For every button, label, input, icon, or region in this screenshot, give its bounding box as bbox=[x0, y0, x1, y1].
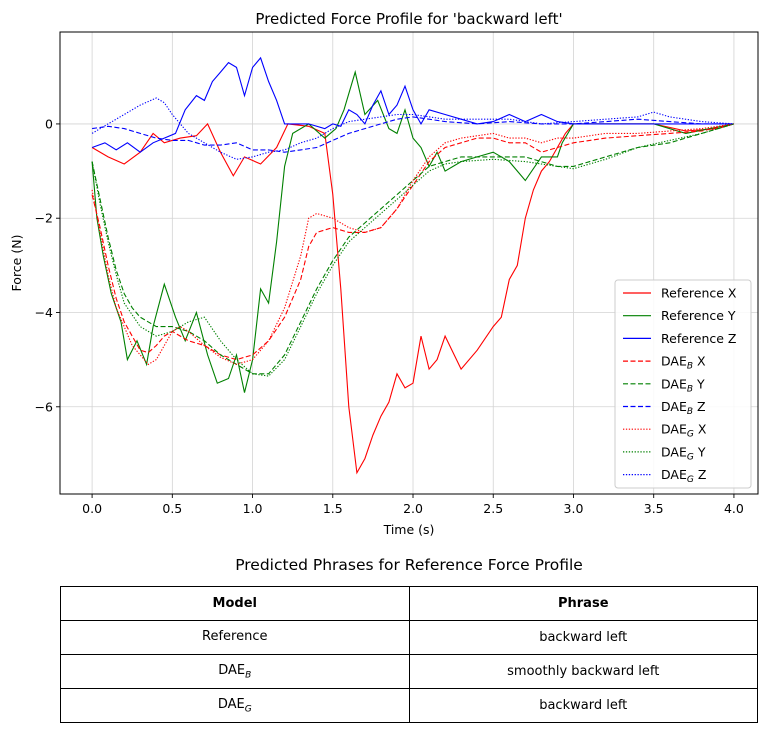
y-tick-label: −6 bbox=[35, 399, 53, 414]
y-tick-label: 0 bbox=[45, 116, 53, 131]
y-ticks: −6 −4 −2 0 bbox=[35, 116, 60, 414]
legend-label: Reference Z bbox=[661, 331, 737, 346]
phrases-table: Model Phrase Reference backward left DAE… bbox=[60, 586, 758, 723]
header-model: Model bbox=[60, 586, 410, 621]
series-line-reference-x bbox=[91, 122, 735, 475]
table-title: Predicted Phrases for Reference Force Pr… bbox=[235, 556, 583, 574]
phrase-cell: backward left bbox=[408, 620, 758, 655]
header-phrase: Phrase bbox=[408, 586, 758, 621]
legend-label: DAEB X bbox=[661, 354, 706, 372]
x-tick-label: 3.5 bbox=[644, 501, 664, 516]
series-line-dae-g-y bbox=[91, 123, 735, 377]
legend-box bbox=[614, 279, 752, 489]
x-tick-label: 0.0 bbox=[82, 501, 102, 516]
series-line-dae-b-z bbox=[92, 116, 734, 153]
legend: Reference X Reference Y Reference Z DAEB X D… bbox=[614, 279, 752, 489]
x-ticks: 0.0 0.5 1.0 1.5 2.0 2.5 3.0 3.5 4.0 bbox=[82, 494, 744, 516]
x-tick-label: 1.5 bbox=[323, 501, 343, 516]
model-cell: DAEB bbox=[60, 654, 410, 689]
table-row: DAEG backward left bbox=[60, 688, 758, 723]
y-axis-label: Force (N) bbox=[9, 235, 24, 292]
force-profile-chart: Predicted Force Profile for 'backward le… bbox=[9, 10, 759, 537]
legend-label: DAEB Y bbox=[661, 376, 705, 394]
series-line-reference-y bbox=[91, 69, 735, 393]
x-tick-label: 1.0 bbox=[243, 501, 263, 516]
model-cell: Reference bbox=[60, 620, 410, 655]
series-line-dae-g-z bbox=[91, 97, 734, 160]
x-tick-label: 0.5 bbox=[162, 501, 182, 516]
series-lines bbox=[91, 56, 735, 475]
phrase-cell: smoothly backward left bbox=[408, 654, 758, 689]
x-tick-label: 3.0 bbox=[564, 501, 584, 516]
table-row: Reference backward left bbox=[60, 620, 758, 655]
x-axis-label: Time (s) bbox=[383, 522, 435, 537]
x-tick-label: 4.0 bbox=[724, 501, 744, 516]
x-tick-label: 2.5 bbox=[483, 501, 503, 516]
x-tick-label: 2.0 bbox=[403, 501, 423, 516]
legend-label: DAEG X bbox=[661, 422, 707, 440]
phrase-cell: backward left bbox=[408, 688, 758, 723]
legend-label: DAEG Y bbox=[661, 444, 706, 462]
legend-label: DAEG Z bbox=[661, 467, 706, 485]
legend-label: DAEB Z bbox=[661, 399, 706, 417]
chart-title: Predicted Force Profile for 'backward le… bbox=[255, 10, 562, 28]
y-tick-label: −2 bbox=[35, 211, 53, 226]
series-line-dae-g-x bbox=[91, 123, 734, 366]
series-line-dae-b-y bbox=[91, 123, 735, 375]
legend-label: Reference Y bbox=[661, 308, 736, 323]
table-row: DAEB smoothly backward left bbox=[60, 654, 758, 689]
legend-label: Reference X bbox=[661, 286, 737, 301]
y-tick-label: −4 bbox=[35, 305, 53, 320]
model-cell: DAEG bbox=[60, 688, 410, 723]
table-header-row: Model Phrase bbox=[60, 586, 758, 621]
series-line-reference-z bbox=[91, 56, 734, 153]
plot-frame bbox=[59, 31, 759, 495]
